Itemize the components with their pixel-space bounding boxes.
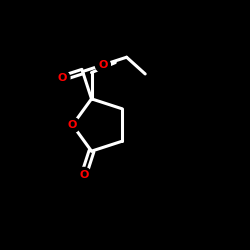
Text: O: O [68,120,77,130]
Circle shape [55,70,70,86]
Circle shape [65,118,80,132]
Text: O: O [98,60,108,70]
Circle shape [76,168,91,182]
Text: O: O [79,170,88,180]
Text: O: O [58,73,67,83]
Circle shape [95,58,110,72]
